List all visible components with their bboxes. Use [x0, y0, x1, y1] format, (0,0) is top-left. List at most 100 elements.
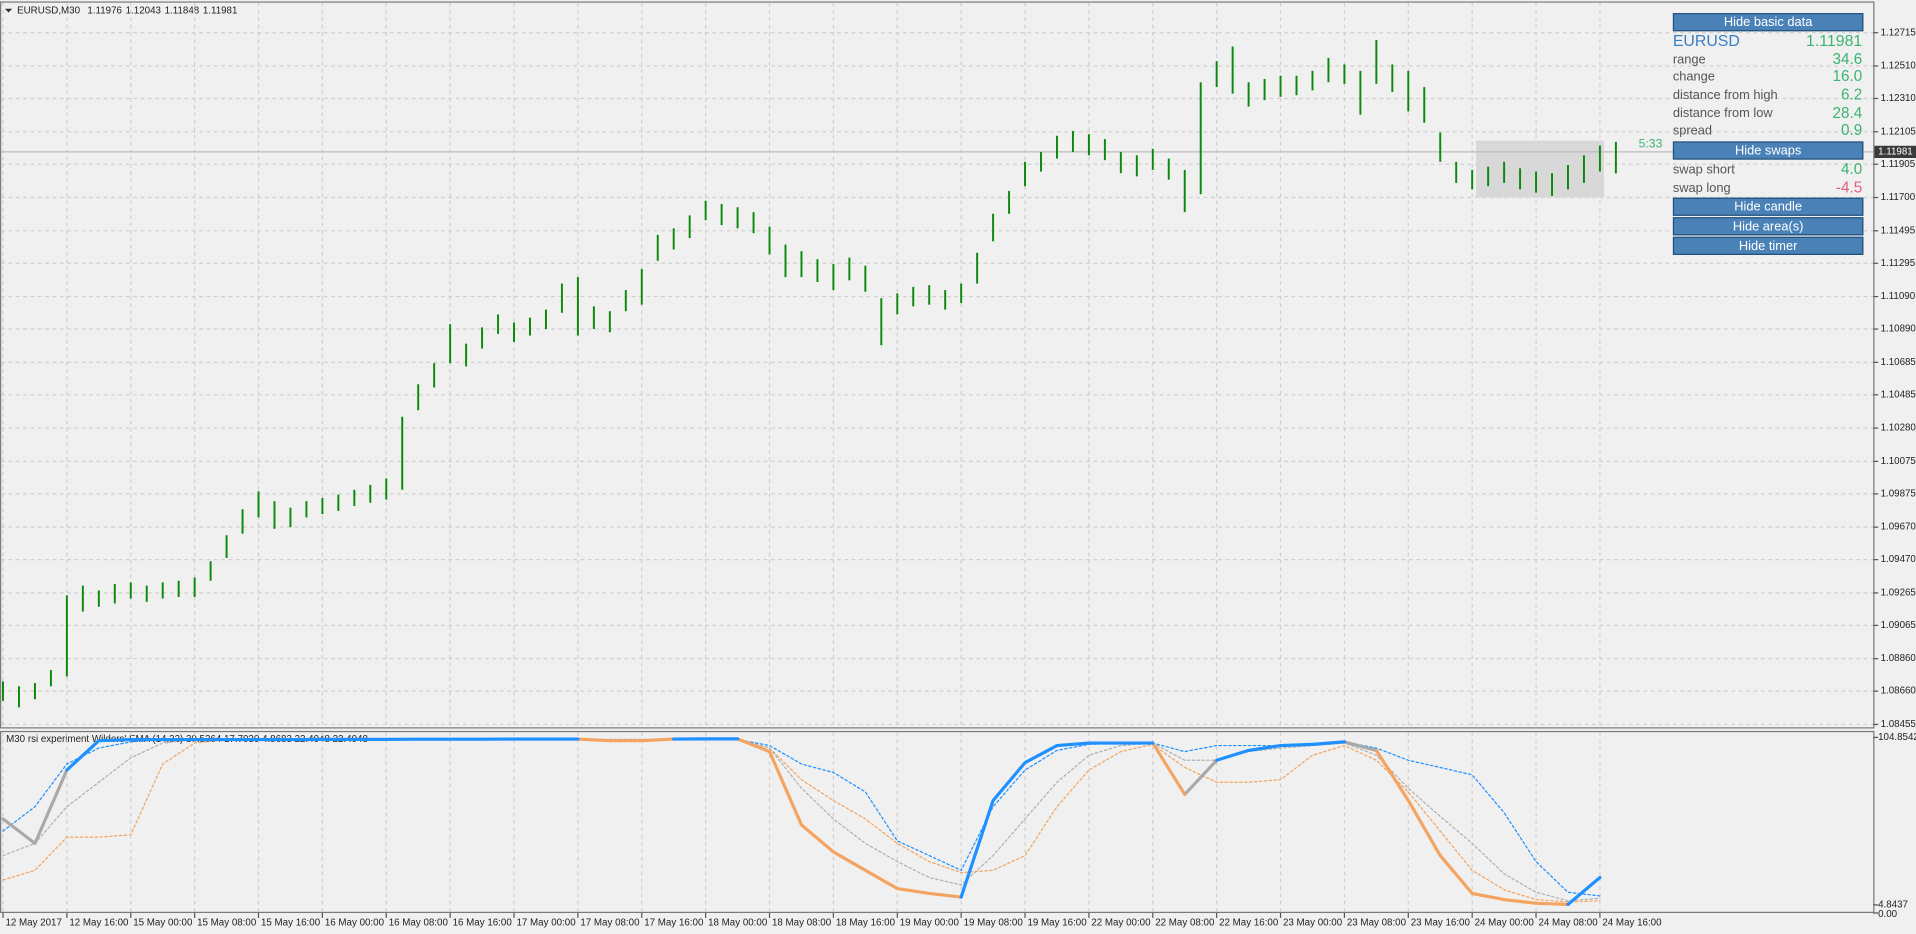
y-tick-label: 1.11090 — [1881, 291, 1916, 302]
y-tick-label: 1.09875 — [1881, 488, 1916, 499]
y-tick-label: 1.10485 — [1881, 389, 1916, 400]
stat-value: 34.6 — [1833, 51, 1863, 68]
button-label[interactable]: Hide candle — [1734, 199, 1802, 214]
area-box — [1476, 140, 1604, 198]
y-tick-label: 1.09670 — [1881, 522, 1916, 533]
panel-button[interactable]: Hide area(s) — [1672, 217, 1864, 236]
stat-label: spread — [1673, 122, 1712, 137]
x-tick-label: 19 May 08:00 — [964, 917, 1024, 928]
panel-button[interactable]: Hide basic data — [1672, 13, 1864, 32]
y-tick-label: 1.12715 — [1881, 27, 1916, 38]
stat-label: swap short — [1673, 161, 1735, 176]
y-tick-label: 1.09065 — [1881, 620, 1916, 631]
rsi-line — [576, 737, 1570, 907]
y-tick-label: 1.12310 — [1881, 93, 1916, 104]
x-tick-label: 23 May 16:00 — [1411, 917, 1471, 928]
y-tick-label: 1.12105 — [1881, 126, 1916, 137]
x-tick-label: 18 May 16:00 — [836, 917, 896, 928]
y-tick-label: 1.11495 — [1881, 225, 1916, 236]
y-tick-label: 0.00 — [1878, 909, 1898, 920]
x-tick-label: 23 May 08:00 — [1347, 917, 1407, 928]
y-tick-label: 1.10280 — [1881, 423, 1916, 434]
x-tick-label: 19 May 00:00 — [900, 917, 960, 928]
stat-label: distance from high — [1673, 87, 1778, 102]
y-tick-label: 1.08860 — [1881, 653, 1916, 664]
indicator-panel-frame — [0, 730, 1875, 914]
x-tick-label: 12 May 16:00 — [69, 917, 129, 928]
y-tick-label: 1.10075 — [1881, 456, 1916, 467]
x-tick-label: 24 May 08:00 — [1538, 917, 1598, 928]
open: 1.11976 — [87, 5, 122, 16]
y-tick-label: 1.10685 — [1881, 357, 1916, 368]
y-tick-label: 1.11295 — [1881, 258, 1916, 269]
x-tick-label: 16 May 08:00 — [389, 917, 449, 928]
stat-value: 6.2 — [1841, 87, 1862, 104]
y-tick-label: 1.08455 — [1881, 719, 1916, 730]
stat-value: -4.5 — [1836, 179, 1862, 196]
button-bg — [1672, 141, 1864, 160]
stat-value: 28.4 — [1833, 105, 1863, 122]
rsi-line — [1, 740, 1378, 845]
stat-label: distance from low — [1673, 105, 1774, 120]
stat-label: swap long — [1673, 180, 1731, 195]
y-tick-label: 4.8437 — [1878, 899, 1908, 910]
button-label[interactable]: Hide timer — [1739, 238, 1798, 253]
low: 1.11848 — [165, 5, 200, 16]
x-tick-label: 19 May 16:00 — [1027, 917, 1087, 928]
x-tick-label: 23 May 00:00 — [1283, 917, 1343, 928]
x-tick-label: 24 May 00:00 — [1475, 917, 1535, 928]
x-tick-label: 18 May 08:00 — [772, 917, 832, 928]
stat-label: range — [1673, 51, 1706, 66]
x-tick-label: 15 May 16:00 — [261, 917, 321, 928]
price-label: 1.11981 — [1878, 146, 1913, 157]
rsi-line — [65, 737, 1602, 907]
panel-price: 1.11981 — [1806, 33, 1862, 50]
main-panel-frame — [0, 1, 1875, 729]
panel-button[interactable]: Hide timer — [1672, 236, 1864, 255]
stat-value: 0.9 — [1841, 122, 1862, 139]
stat-value: 16.0 — [1833, 68, 1863, 85]
high: 1.12043 — [126, 5, 161, 16]
x-tick-label: 16 May 00:00 — [325, 917, 385, 928]
y-tick-label: 1.09265 — [1881, 587, 1916, 598]
x-tick-label: 22 May 08:00 — [1155, 917, 1215, 928]
price-label-bg — [1874, 145, 1916, 158]
y-tick-label: 1.11905 — [1881, 159, 1916, 170]
stat-value: 4.0 — [1841, 161, 1862, 178]
x-tick-label: 15 May 08:00 — [197, 917, 257, 928]
button-bg — [1672, 217, 1864, 236]
y-tick-label: 104.8542 — [1878, 732, 1916, 743]
symbol: EURUSD,M30 — [17, 5, 81, 16]
button-bg — [1672, 236, 1864, 255]
bar-timer: 5:33 — [1639, 137, 1663, 151]
y-tick-label: 1.11700 — [1881, 192, 1916, 203]
x-tick-label: 17 May 16:00 — [644, 917, 704, 928]
x-tick-label: 15 May 00:00 — [133, 917, 193, 928]
menu-arrow[interactable] — [4, 8, 13, 13]
y-tick-label: 1.08660 — [1881, 686, 1916, 697]
chart-header: EURUSD,M30 1.11976 1.12043 1.11848 1.11981 — [17, 5, 237, 16]
x-tick-label: 24 May 16:00 — [1602, 917, 1662, 928]
y-tick-label: 1.12510 — [1881, 61, 1916, 72]
panel-button[interactable]: Hide swaps — [1672, 141, 1864, 160]
x-tick-label: 22 May 16:00 — [1219, 917, 1279, 928]
panel-symbol: EURUSD — [1673, 33, 1740, 50]
button-label[interactable]: Hide basic data — [1724, 14, 1813, 29]
close: 1.11981 — [203, 5, 238, 16]
x-tick-label: 12 May 2017 — [5, 917, 61, 928]
panel-button[interactable]: Hide candle — [1672, 197, 1864, 216]
x-tick-label: 16 May 16:00 — [453, 917, 513, 928]
button-label[interactable]: Hide swaps — [1735, 143, 1801, 158]
x-tick-label: 22 May 00:00 — [1091, 917, 1151, 928]
x-tick-label: 17 May 08:00 — [580, 917, 640, 928]
y-tick-label: 1.10890 — [1881, 324, 1916, 335]
button-bg — [1672, 197, 1864, 216]
stat-label: change — [1673, 69, 1715, 84]
y-tick-label: 1.09470 — [1881, 554, 1916, 565]
x-tick-label: 18 May 00:00 — [708, 917, 768, 928]
button-bg — [1672, 13, 1864, 32]
button-label[interactable]: Hide area(s) — [1733, 218, 1804, 233]
